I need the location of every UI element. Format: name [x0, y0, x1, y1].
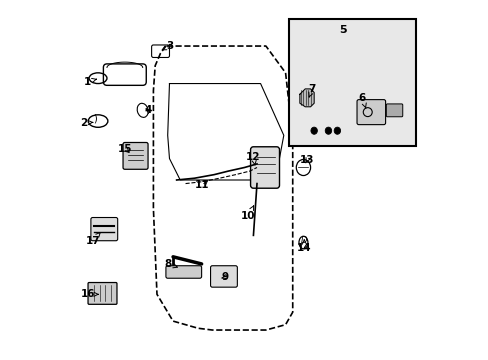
Text: ): ): [93, 113, 97, 123]
FancyBboxPatch shape: [356, 100, 385, 125]
FancyBboxPatch shape: [165, 266, 201, 278]
FancyBboxPatch shape: [250, 147, 279, 188]
Text: 14: 14: [297, 240, 311, 253]
Text: 2: 2: [80, 118, 93, 128]
Text: 3: 3: [162, 41, 173, 51]
Text: 17: 17: [85, 233, 100, 246]
Text: 16: 16: [81, 289, 98, 299]
Text: D: D: [300, 235, 307, 244]
Text: 6: 6: [358, 93, 366, 108]
Ellipse shape: [333, 127, 340, 134]
Text: 4: 4: [144, 105, 151, 115]
FancyBboxPatch shape: [88, 283, 117, 304]
Ellipse shape: [310, 127, 317, 134]
Bar: [288, 19, 415, 146]
Text: 15: 15: [117, 144, 132, 154]
Text: 7: 7: [308, 84, 315, 97]
Text: 9: 9: [221, 272, 228, 282]
Polygon shape: [299, 89, 313, 107]
Text: 10: 10: [240, 206, 255, 221]
FancyBboxPatch shape: [386, 104, 402, 117]
FancyBboxPatch shape: [123, 143, 148, 169]
Text: 1: 1: [83, 77, 96, 87]
Text: 13: 13: [299, 156, 314, 165]
Text: 5: 5: [338, 25, 346, 35]
Ellipse shape: [325, 127, 331, 134]
FancyBboxPatch shape: [91, 217, 118, 241]
Text: 11: 11: [194, 180, 208, 190]
FancyBboxPatch shape: [210, 266, 237, 287]
Text: 12: 12: [245, 152, 260, 165]
Text: 8: 8: [164, 259, 177, 269]
